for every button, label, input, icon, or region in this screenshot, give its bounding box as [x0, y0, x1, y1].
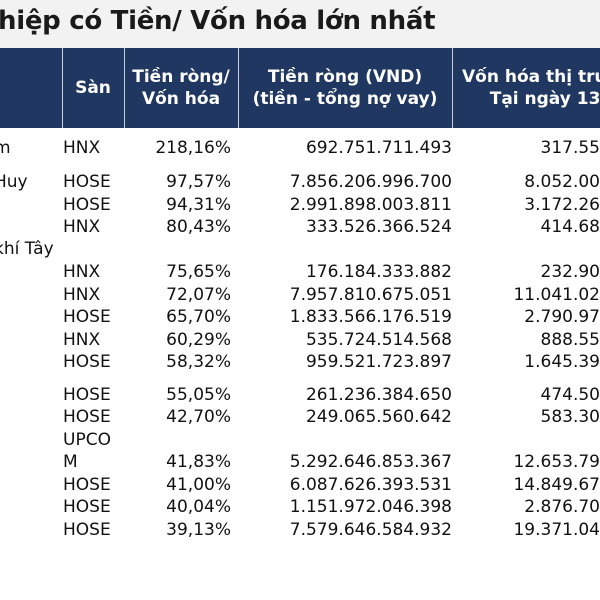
- header-tien-rong-von-hoa-line2: Vốn hóa: [141, 89, 221, 109]
- row-net: 333.526.366.524: [305, 217, 452, 237]
- table-row: M 41,83% 5.292.646.853.367 12.653.79: [0, 451, 600, 473]
- table-row: HOSE 39,13% 7.579.646.584.932 19.371.04: [0, 519, 600, 541]
- table-header: [0, 48, 600, 128]
- header-divider: [62, 48, 63, 128]
- row-pct: 39,13%: [166, 520, 231, 540]
- table-row: UPCO: [0, 429, 600, 451]
- row-net: 7.957.810.675.051: [289, 285, 452, 305]
- row-net: 535.724.514.568: [305, 330, 452, 350]
- row-net: 1.833.566.176.519: [289, 307, 452, 327]
- row-san: HOSE: [63, 407, 111, 427]
- row-san: HOSE: [63, 307, 111, 327]
- header-von-hoa-line2: Tại ngày 13/: [489, 89, 600, 109]
- table-row: HOSE 65,70% 1.833.566.176.519 2.790.97: [0, 306, 600, 328]
- row-pct: 40,04%: [166, 497, 231, 517]
- row-net: 176.184.333.882: [305, 262, 452, 282]
- row-net: 6.087.626.393.531: [289, 475, 452, 495]
- row-cap: 317.55: [540, 138, 600, 158]
- header-divider: [452, 48, 453, 128]
- row-san: HOSE: [63, 352, 111, 372]
- row-pct: 218,16%: [155, 138, 231, 158]
- row-name: Huy: [0, 172, 28, 192]
- header-tien-rong-von-hoa: Tiền ròng/ Vốn hóa: [124, 48, 238, 128]
- row-cap: 1.645.39: [524, 352, 600, 372]
- header-san: Sàn: [62, 48, 124, 128]
- row-san: HOSE: [63, 172, 111, 192]
- table-row: HOSE 42,70% 249.065.560.642 583.30: [0, 406, 600, 428]
- row-cap: 2.876.70: [524, 497, 600, 517]
- row-net: 2.991.898.003.811: [289, 195, 452, 215]
- header-divider: [238, 48, 239, 128]
- row-cap: 14.849.67: [513, 475, 600, 495]
- row-san: HOSE: [63, 475, 111, 495]
- row-san: HOSE: [63, 497, 111, 517]
- table-row: HNX 75,65% 176.184.333.882 232.90: [0, 261, 600, 283]
- table-row: HOSE 40,04% 1.151.972.046.398 2.876.70: [0, 496, 600, 518]
- table-row: HNX 60,29% 535.724.514.568 888.55: [0, 329, 600, 351]
- row-pct: 97,57%: [166, 172, 231, 192]
- row-net: 7.856.206.996.700: [289, 172, 452, 192]
- header-san-label: Sàn: [75, 78, 111, 98]
- row-san: HNX: [63, 138, 101, 158]
- header-divider: [124, 48, 125, 128]
- row-net: 249.065.560.642: [305, 407, 452, 427]
- row-net: 5.292.646.853.367: [289, 452, 452, 472]
- row-san: HOSE: [63, 520, 111, 540]
- table-row: HOSE 55,05% 261.236.384.650 474.50: [0, 384, 600, 406]
- header-tien-rong-vnd-line2: (tiền - tổng nợ vay): [252, 89, 438, 109]
- header-tien-rong-vnd-line1: Tiền ròng (VND): [267, 67, 423, 87]
- row-net: 692.751.711.493: [305, 138, 452, 158]
- row-net: 7.579.646.584.932: [289, 520, 452, 540]
- row-cap: 888.55: [540, 330, 600, 350]
- row-san: HOSE: [63, 385, 111, 405]
- row-pct: 42,70%: [166, 407, 231, 427]
- row-cap: 8.052.00: [524, 172, 600, 192]
- row-name: khí Tây: [0, 239, 54, 259]
- row-san: HNX: [63, 217, 101, 237]
- row-san: M: [63, 452, 78, 472]
- row-pct: 41,83%: [166, 452, 231, 472]
- row-san: HNX: [63, 285, 101, 305]
- table-row: Huy HOSE 97,57% 7.856.206.996.700 8.052.00: [0, 171, 600, 193]
- table-row: m HNX 218,16% 692.751.711.493 317.55: [0, 137, 600, 159]
- row-cap: 19.371.04: [513, 520, 600, 540]
- row-pct: 41,00%: [166, 475, 231, 495]
- table-row: HOSE 41,00% 6.087.626.393.531 14.849.67: [0, 474, 600, 496]
- row-pct: 60,29%: [166, 330, 231, 350]
- row-cap: 414.68: [540, 217, 600, 237]
- row-pct: 65,70%: [166, 307, 231, 327]
- row-cap: 11.041.02: [513, 285, 600, 305]
- row-name: m: [0, 138, 11, 158]
- row-pct: 55,05%: [166, 385, 231, 405]
- header-tien-rong-von-hoa-line1: Tiền ròng/: [132, 67, 230, 87]
- table-title: hiệp có Tiền/ Vốn hóa lớn nhất: [0, 6, 436, 36]
- row-cap: 583.30: [540, 407, 600, 427]
- row-pct: 75,65%: [166, 262, 231, 282]
- row-cap: 2.790.97: [524, 307, 600, 327]
- row-cap: 12.653.79: [513, 452, 600, 472]
- row-pct: 80,43%: [166, 217, 231, 237]
- table-row: HOSE 58,32% 959.521.723.897 1.645.39: [0, 351, 600, 373]
- row-san: HNX: [63, 330, 101, 350]
- row-net: 1.151.972.046.398: [289, 497, 452, 517]
- row-net: 959.521.723.897: [305, 352, 452, 372]
- row-pct: 58,32%: [166, 352, 231, 372]
- header-von-hoa: Vốn hóa thị trư Tại ngày 13/: [452, 48, 600, 128]
- row-pct: 94,31%: [166, 195, 231, 215]
- row-san: HNX: [63, 262, 101, 282]
- row-san: UPCO: [63, 430, 111, 450]
- table-row: khí Tây: [0, 238, 600, 260]
- header-von-hoa-line1: Vốn hóa thị trư: [462, 67, 600, 87]
- header-tien-rong-vnd: Tiền ròng (VND) (tiền - tổng nợ vay): [238, 48, 452, 128]
- table-row: HNX 72,07% 7.957.810.675.051 11.041.02: [0, 284, 600, 306]
- row-san: HOSE: [63, 195, 111, 215]
- row-cap: 3.172.26: [524, 195, 600, 215]
- row-cap: 232.90: [540, 262, 600, 282]
- row-net: 261.236.384.650: [305, 385, 452, 405]
- table-title-bar: hiệp có Tiền/ Vốn hóa lớn nhất: [0, 0, 600, 48]
- table-row: HOSE 94,31% 2.991.898.003.811 3.172.26: [0, 194, 600, 216]
- table-row: HNX 80,43% 333.526.366.524 414.68: [0, 216, 600, 238]
- row-pct: 72,07%: [166, 285, 231, 305]
- row-cap: 474.50: [540, 385, 600, 405]
